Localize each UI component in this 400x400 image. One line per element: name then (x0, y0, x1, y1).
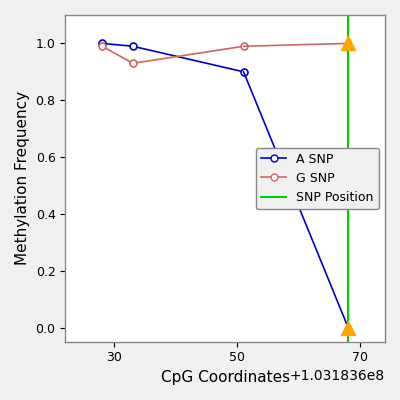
Legend: A SNP, G SNP, SNP Position: A SNP, G SNP, SNP Position (256, 148, 379, 209)
X-axis label: CpG Coordinates: CpG Coordinates (160, 370, 290, 385)
Y-axis label: Methylation Frequency: Methylation Frequency (15, 91, 30, 266)
